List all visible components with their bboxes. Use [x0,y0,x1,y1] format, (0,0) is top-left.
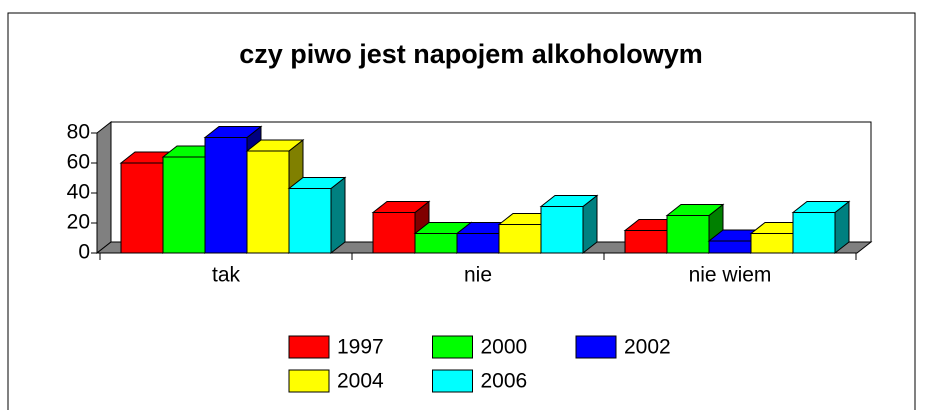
side-wall [96,120,112,255]
bar-front [414,233,458,254]
x-tick-label: tak [212,264,241,287]
x-tick-label: nie [464,264,492,287]
legend-swatch [432,335,473,359]
bar-front [540,206,584,254]
legend-label: 1997 [337,336,384,359]
legend-label: 2006 [481,370,528,393]
bar [539,194,599,255]
bar-front [456,233,500,254]
bar-front [498,224,542,254]
legend-label: 2004 [337,370,384,393]
y-tick-label: 20 [67,211,90,234]
y-tick-label: 60 [67,151,90,174]
bar [287,176,347,255]
bar-front [750,233,794,254]
bar-front [246,150,290,254]
bar-front [372,212,416,254]
bar [791,200,851,255]
legend-swatch [575,335,617,359]
bar-front [204,137,248,254]
legend-swatch [288,369,330,393]
bar-front [792,212,836,254]
bar-front [120,162,164,254]
legend-label: 2002 [624,336,671,359]
y-tick-label: 40 [67,181,90,204]
bar-front [288,188,332,254]
y-tick-label: 0 [78,241,90,264]
legend-swatch [288,335,330,359]
legend-swatch [432,369,473,393]
x-tick-label: nie wiem [689,264,772,287]
chart-title: czy piwo jest napojem alkoholowym [239,39,703,69]
bar-front [708,240,752,254]
y-tick-label: 80 [67,121,90,144]
bar-side [330,176,346,255]
legend-label: 2000 [481,336,528,359]
bar-front [624,230,668,254]
bar-front [162,156,206,254]
bar-front [666,215,710,254]
